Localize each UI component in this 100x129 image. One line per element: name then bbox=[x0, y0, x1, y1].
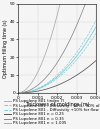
Legend: PS Lupolene 801 (index 7), PS Lupolene 801 - Diffusivity - 10% - 90% of the surf: PS Lupolene 801 (index 7), PS Lupolene 8… bbox=[4, 99, 100, 126]
X-axis label: Thickness of moldings (m): Thickness of moldings (m) bbox=[25, 102, 89, 107]
Y-axis label: Optimum filling time (s): Optimum filling time (s) bbox=[2, 19, 8, 78]
